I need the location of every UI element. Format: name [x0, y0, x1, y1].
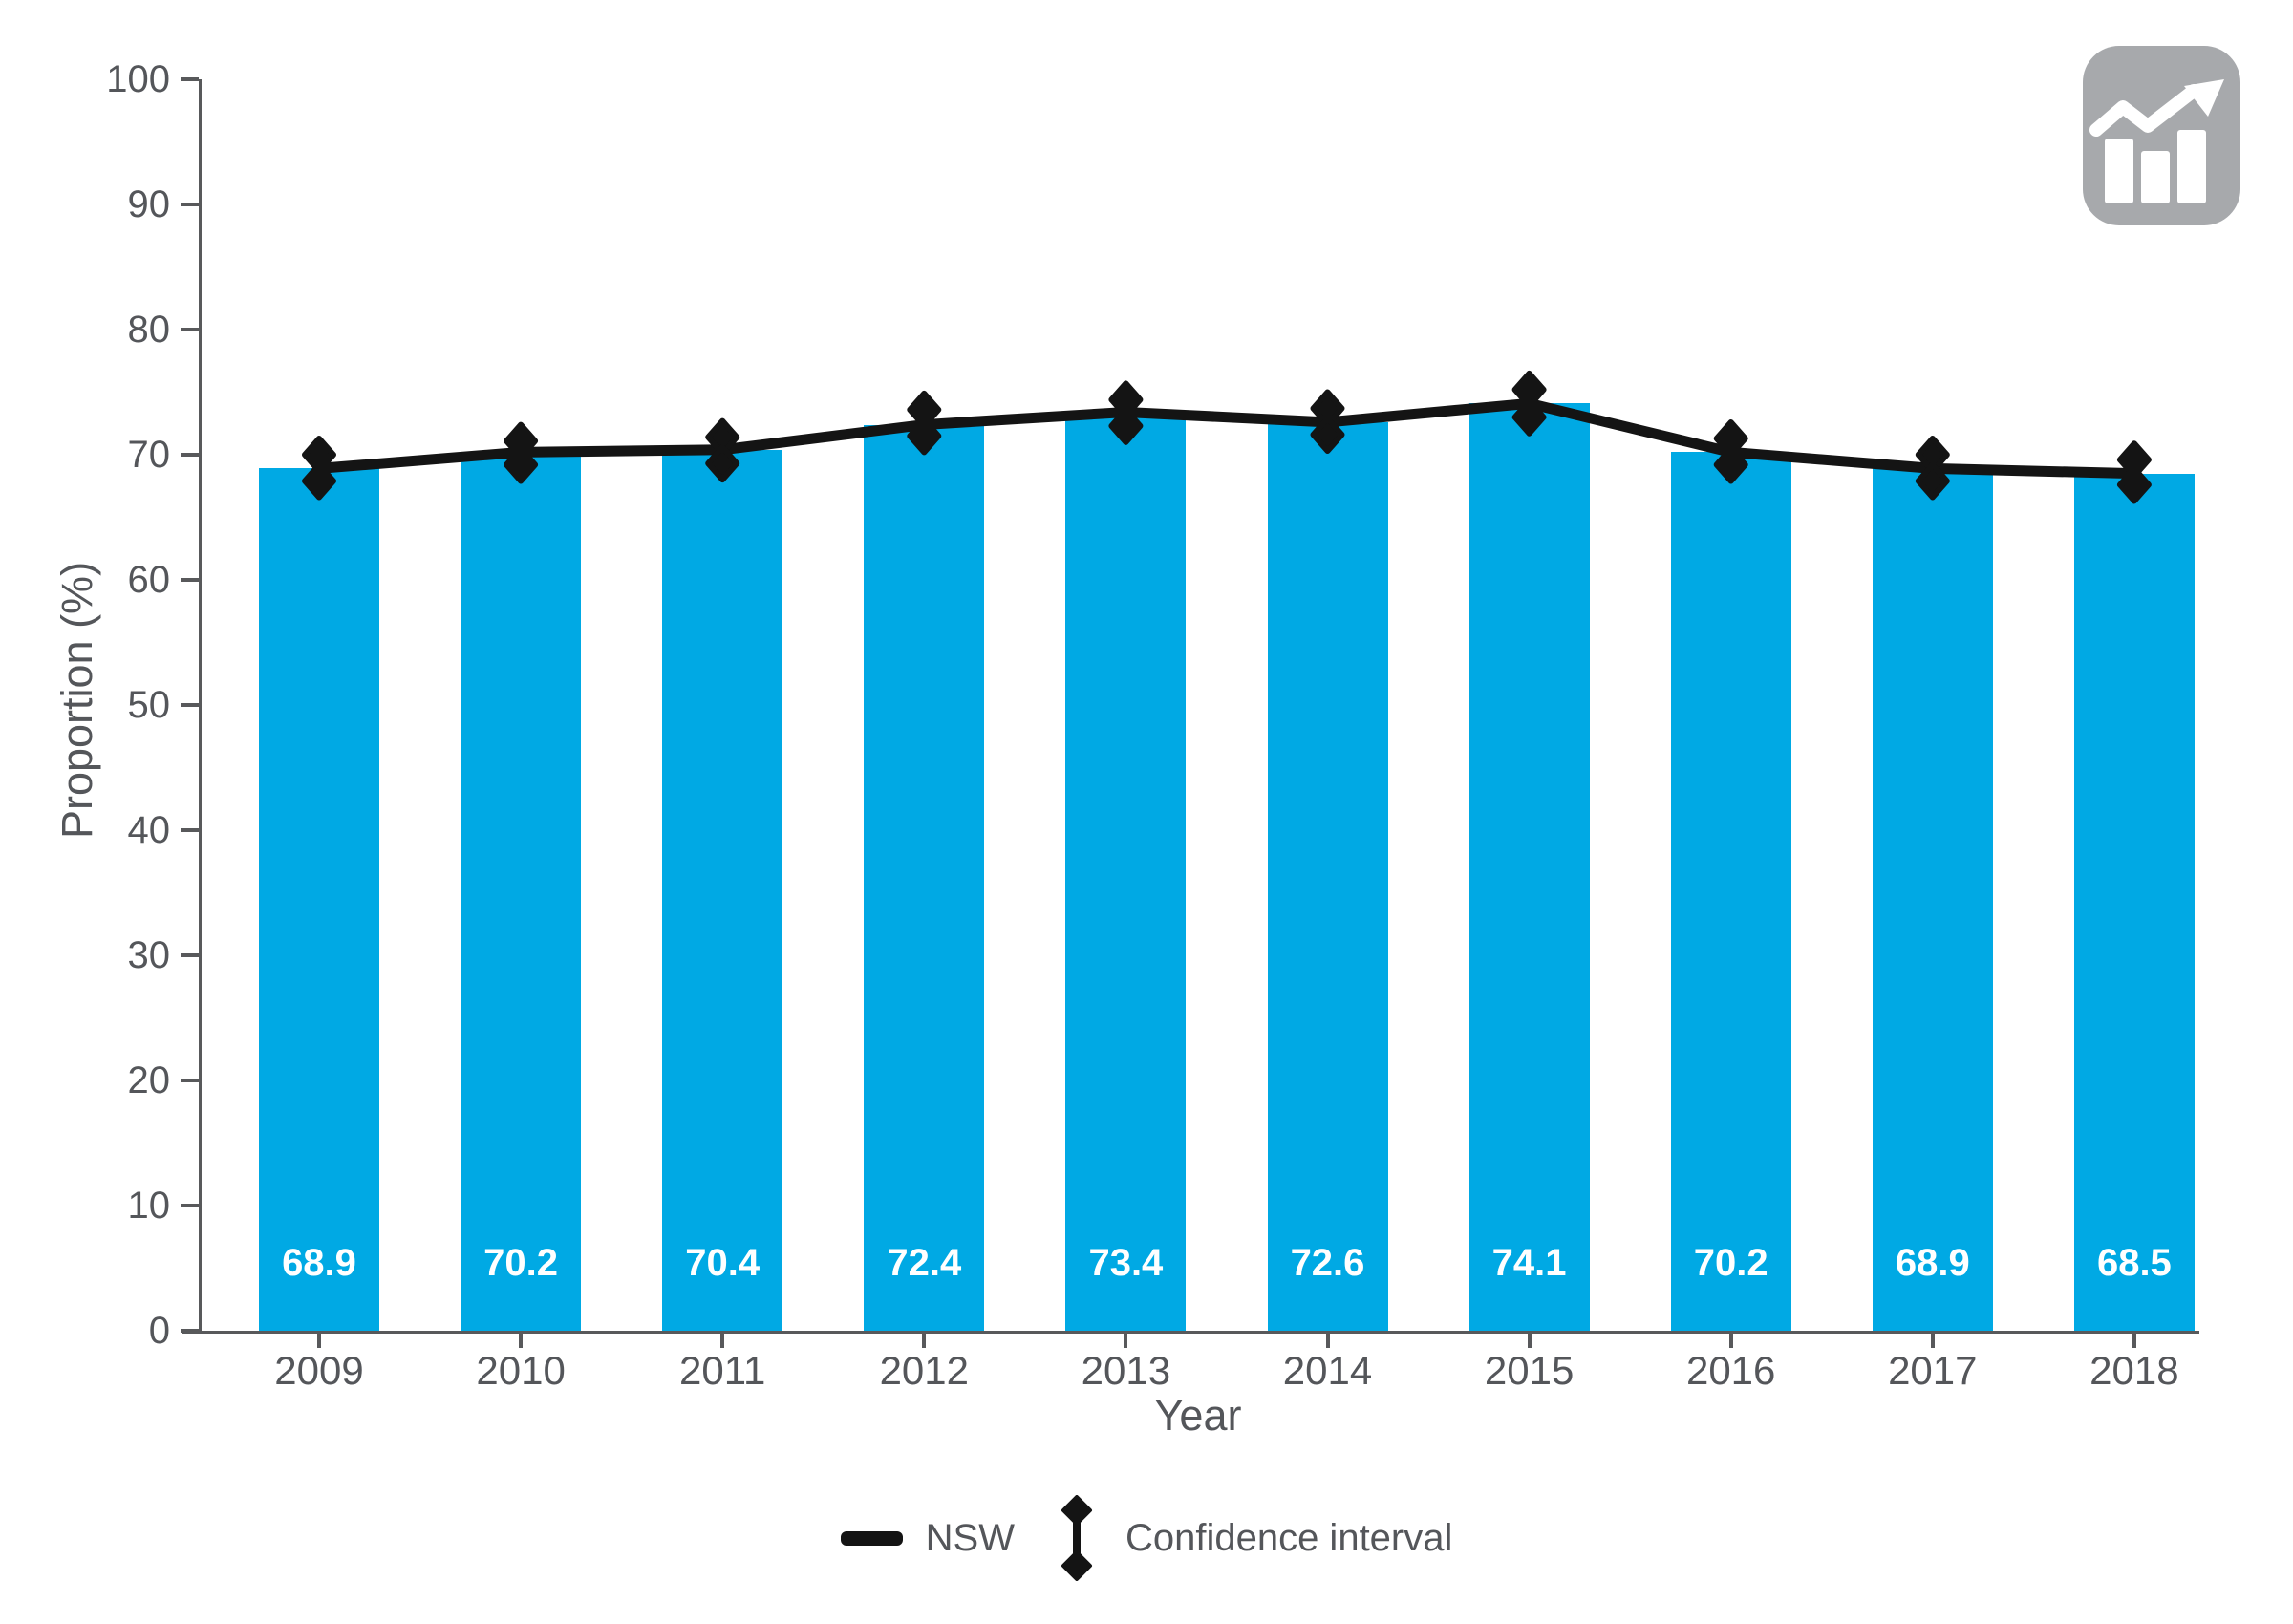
x-tick-label-2014: 2014: [1282, 1348, 1373, 1393]
x-tick-mark: [1124, 1334, 1128, 1348]
ci-upper-diamond-2012: [907, 390, 942, 429]
x-tick-mark: [720, 1334, 725, 1348]
y-tick-label: 70: [127, 434, 171, 476]
y-tick-mark: [181, 703, 199, 707]
legend: NSW Confidence interval: [0, 1492, 2293, 1584]
x-tick-label-2016: 2016: [1685, 1348, 1776, 1393]
y-tick-label: 60: [127, 559, 171, 601]
bar-2011: 70.4: [662, 449, 783, 1331]
y-tick-label: 10: [127, 1185, 171, 1227]
y-tick-label: 30: [127, 934, 171, 976]
y-tick-mark: [181, 953, 199, 957]
bar-2018: 68.5: [2073, 473, 2195, 1331]
ci-upper-diamond-2015: [1511, 370, 1547, 409]
x-tick-mark: [2132, 1334, 2136, 1348]
bar-2015: 74.1: [1468, 403, 1590, 1331]
x-tick-label-2009: 2009: [274, 1348, 364, 1393]
nsw-line-swatch: [840, 1530, 903, 1546]
x-axis-title: Year: [1154, 1391, 1242, 1440]
bar-value-label: 68.5: [2096, 1242, 2172, 1284]
y-tick-mark: [181, 77, 199, 81]
bar-value-label: 70.2: [1693, 1242, 1768, 1284]
x-tick-label-2011: 2011: [679, 1348, 766, 1393]
y-tick-label: 80: [127, 309, 171, 351]
y-axis-line: [199, 79, 202, 1334]
y-tick-mark: [181, 328, 199, 331]
bar-value-label: 70.2: [483, 1242, 559, 1284]
ci-upper-diamond-2013: [1108, 380, 1144, 419]
y-tick-mark: [181, 203, 199, 206]
y-tick-mark: [181, 453, 199, 457]
bar-2014: 72.6: [1267, 421, 1388, 1331]
confidence-interval-swatch: [1061, 1495, 1092, 1581]
y-tick-mark: [181, 1079, 199, 1082]
x-tick-label-2013: 2013: [1081, 1348, 1171, 1393]
x-tick-label-2012: 2012: [879, 1348, 970, 1393]
y-tick-label: 90: [127, 183, 171, 225]
y-tick-label: 40: [127, 809, 171, 851]
y-tick-label: 50: [127, 684, 171, 726]
x-tick-mark: [1930, 1334, 1935, 1348]
bar-value-label: 68.9: [1895, 1242, 1970, 1284]
x-tick-label-2010: 2010: [476, 1348, 566, 1393]
bar-value-label: 72.6: [1290, 1242, 1365, 1284]
ci-upper-diamond-2018: [2116, 440, 2152, 480]
x-tick-label-2015: 2015: [1484, 1348, 1575, 1393]
bar-value-label: 73.4: [1088, 1242, 1164, 1284]
y-tick-label: 0: [148, 1310, 170, 1352]
bar-2012: 72.4: [864, 424, 985, 1331]
y-tick-label: 20: [127, 1059, 171, 1101]
bar-2010: 70.2: [461, 452, 582, 1331]
bar-value-label: 72.4: [887, 1242, 962, 1284]
legend-label-nsw: NSW: [925, 1516, 1015, 1559]
x-tick-label-2017: 2017: [1888, 1348, 1978, 1393]
trend-chart-icon-graphic: [2083, 46, 2240, 225]
ci-upper-diamond-2017: [1915, 436, 1950, 474]
bar-2017: 68.9: [1872, 468, 1993, 1331]
x-tick-mark: [922, 1334, 927, 1348]
bar-value-label: 68.9: [282, 1242, 356, 1284]
nsw-line: [313, 397, 2140, 480]
legend-label-ci: Confidence interval: [1125, 1516, 1453, 1559]
ci-upper-diamond-2011: [705, 417, 740, 457]
bar-value-label: 70.4: [685, 1242, 761, 1284]
x-tick-mark: [1527, 1334, 1532, 1348]
bar-2009: 68.9: [259, 468, 379, 1331]
ci-upper-diamond-2009: [302, 436, 336, 474]
y-tick-mark: [181, 578, 199, 582]
x-axis-line: [182, 1331, 2199, 1334]
ci-upper-diamond-2016: [1713, 418, 1748, 458]
trend-chart-icon: [2083, 46, 2240, 225]
y-tick-label: 100: [106, 58, 170, 100]
ci-upper-diamond-2014: [1310, 389, 1345, 428]
bar-value-label: 74.1: [1491, 1242, 1567, 1284]
bar-2016: 70.2: [1670, 452, 1791, 1331]
y-tick-mark: [181, 1329, 199, 1333]
x-tick-mark: [1325, 1334, 1330, 1348]
bar-2013: 73.4: [1065, 412, 1187, 1331]
x-tick-label-2018: 2018: [2089, 1348, 2179, 1393]
x-tick-mark: [317, 1334, 321, 1348]
x-tick-mark: [519, 1334, 524, 1348]
x-tick-mark: [1728, 1334, 1733, 1348]
plot-area: 68.9 70.2 70.4 72.4 73.4 72.6 74.1 70.2 68.9 68.5: [199, 79, 2197, 1331]
y-tick-mark: [181, 1204, 199, 1207]
y-tick-mark: [181, 828, 199, 832]
